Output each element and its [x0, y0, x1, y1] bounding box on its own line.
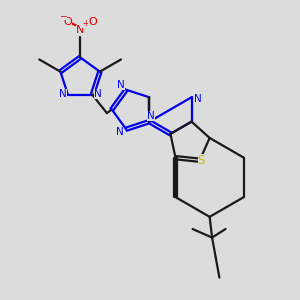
- Text: O: O: [63, 17, 72, 27]
- Text: N: N: [94, 89, 101, 99]
- Text: +: +: [82, 19, 89, 28]
- Text: N: N: [76, 25, 84, 35]
- Text: N: N: [117, 80, 125, 90]
- Text: N: N: [116, 127, 124, 136]
- Text: S: S: [197, 154, 205, 167]
- Text: N: N: [194, 94, 202, 104]
- Text: O: O: [88, 17, 97, 27]
- Text: N: N: [147, 111, 155, 121]
- Text: −: −: [59, 11, 67, 20]
- Text: N: N: [59, 89, 67, 99]
